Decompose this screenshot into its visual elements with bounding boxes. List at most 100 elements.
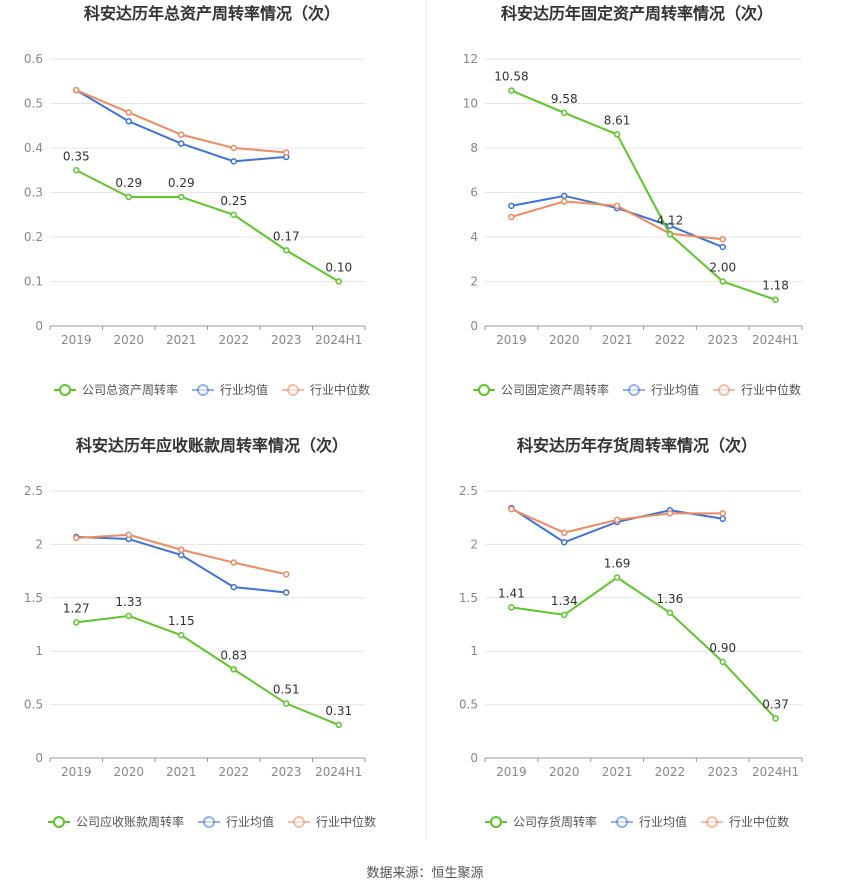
- data-label: 0.51: [273, 683, 300, 697]
- legend-item-0: 公司应收账款周转率: [48, 814, 184, 829]
- x-tick-label: 2022: [655, 333, 686, 347]
- chart-title: 科安达历年存货周转率情况（次）: [517, 436, 757, 455]
- x-tick-label: 2024H1: [315, 333, 362, 347]
- y-tick-label: 0.5: [459, 698, 478, 712]
- data-point-0: [230, 211, 237, 218]
- x-tick-label: 2019: [61, 333, 92, 347]
- data-point-2: [178, 131, 185, 138]
- legend-marker: [490, 816, 502, 828]
- data-point-2: [508, 505, 515, 513]
- y-tick-label: 2: [470, 275, 478, 289]
- legend-marker: [203, 816, 215, 828]
- legend-marker: [616, 816, 628, 828]
- legend-label: 行业均值: [639, 814, 687, 829]
- legend-label: 公司存货周转率: [513, 814, 597, 829]
- y-tick-label: 0.1: [24, 275, 43, 289]
- data-label: 0.10: [325, 261, 352, 275]
- data-point-1: [125, 118, 132, 125]
- data-point-0: [613, 131, 621, 138]
- data-point-0: [561, 109, 568, 117]
- data-label: 0.29: [115, 176, 142, 190]
- series-line-1: [76, 535, 287, 594]
- x-tick-label: 2023: [707, 333, 738, 347]
- data-point-0: [73, 167, 80, 174]
- data-point-2: [508, 213, 515, 221]
- data-point-0: [508, 604, 515, 611]
- data-point-1: [178, 551, 185, 559]
- chart-panel-inventory-turnover: 科安达历年存货周转率情况（次） 0 0.5 1 1.5 2 2.5 2019 2020 2021 2…: [425, 432, 850, 862]
- y-tick-label: 1.5: [459, 591, 478, 605]
- x-tick-label: 2023: [271, 333, 302, 347]
- x-tick-label: 2021: [602, 333, 633, 347]
- y-tick-label: 0.4: [24, 141, 43, 155]
- data-point-1: [283, 589, 290, 596]
- data-point-0: [178, 193, 185, 201]
- chart-title: 科安达历年总资产周转率情况（次）: [84, 4, 340, 23]
- y-tick-label: 0: [35, 319, 43, 333]
- chart-title: 科安达历年固定资产周转率情况（次）: [501, 4, 773, 23]
- legend-label: 公司固定资产周转率: [501, 382, 609, 397]
- y-tick-label: 4: [470, 230, 478, 244]
- chart-panel-total-asset-turnover: 科安达历年总资产周转率情况（次） 0 0.1 0.2 0.3 0.4 0.5 0.6 2019 2…: [0, 0, 425, 430]
- legend-label: 行业中位数: [741, 382, 801, 397]
- y-tick-label: 0.3: [24, 186, 43, 200]
- x-tick-label: 2020: [113, 333, 144, 347]
- x-tick-label: 2019: [496, 765, 527, 779]
- y-tick-label: 12: [463, 52, 478, 66]
- data-point-1: [719, 243, 726, 251]
- chart-panel-fixed-asset-turnover: 科安达历年固定资产周转率情况（次） 0 2 4 6 8 10 12 2019 2020 2021 20…: [425, 0, 850, 430]
- legend-label: 行业中位数: [310, 382, 370, 397]
- y-tick-label: 2.5: [459, 484, 478, 498]
- legend-marker: [478, 384, 490, 396]
- x-tick-label: 2022: [655, 765, 686, 779]
- data-point-0: [335, 721, 342, 729]
- y-tick-label: 0: [35, 751, 43, 765]
- data-point-0: [283, 247, 290, 254]
- x-tick-label: 2024H1: [752, 765, 799, 779]
- legend-item-0: 公司存货周转率: [485, 814, 597, 829]
- x-tick-label: 2022: [218, 333, 249, 347]
- y-tick-label: 0.2: [24, 230, 43, 244]
- data-label: 1.34: [551, 594, 578, 608]
- legend-item-2: 行业中位数: [701, 814, 789, 829]
- legend-marker: [718, 384, 730, 396]
- data-point-0: [772, 715, 779, 722]
- x-tick-label: 2021: [602, 765, 633, 779]
- data-label: 0.35: [63, 149, 90, 163]
- data-point-0: [561, 611, 568, 619]
- x-tick-label: 2021: [166, 333, 197, 347]
- data-point-2: [283, 571, 290, 578]
- chart-total-asset-turnover: 科安达历年总资产周转率情况（次） 0 0.1 0.2 0.3 0.4 0.5 0.6 2019 2…: [24, 4, 370, 397]
- y-tick-label: 1: [35, 644, 43, 658]
- y-tick-label: 10: [463, 97, 478, 111]
- data-point-2: [125, 109, 132, 116]
- legend-item-2: 行业中位数: [282, 382, 370, 397]
- data-label: 1.69: [604, 557, 631, 571]
- legend-item-1: 行业均值: [611, 814, 687, 829]
- data-label: 1.18: [762, 279, 789, 293]
- data-label: 0.90: [709, 641, 736, 655]
- legend-marker: [706, 816, 718, 828]
- y-tick-label: 0: [470, 319, 478, 333]
- data-point-0: [666, 609, 674, 617]
- y-tick-label: 8: [470, 141, 478, 155]
- panel-divider: [426, 0, 427, 840]
- data-point-2: [666, 510, 674, 517]
- data-point-0: [772, 296, 779, 303]
- legend-marker: [628, 384, 640, 396]
- legend-marker: [287, 384, 299, 396]
- x-tick-label: 2019: [496, 333, 527, 347]
- legend-marker: [293, 816, 305, 828]
- y-tick-label: 6: [470, 186, 478, 200]
- legend-label: 公司总资产周转率: [82, 382, 178, 397]
- data-point-2: [230, 144, 237, 152]
- data-point-2: [719, 510, 726, 517]
- y-tick-label: 2: [35, 537, 43, 551]
- data-point-0: [125, 193, 132, 201]
- data-point-2: [613, 202, 621, 210]
- data-label: 10.58: [494, 70, 528, 84]
- x-tick-label: 2020: [549, 333, 580, 347]
- data-point-1: [561, 192, 568, 200]
- data-point-0: [230, 666, 237, 673]
